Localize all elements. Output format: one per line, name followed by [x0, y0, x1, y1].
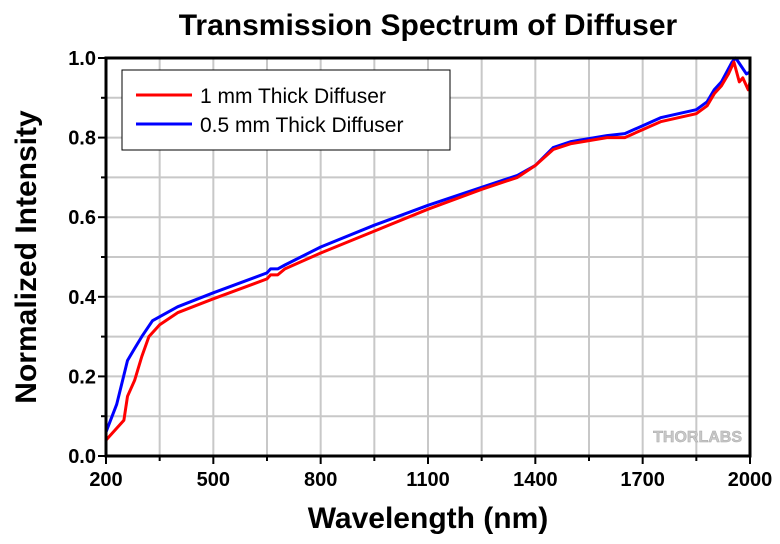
y-tick-label: 0.2: [68, 366, 96, 388]
series-line-0: [104, 60, 752, 442]
x-tick-label: 2000: [728, 469, 773, 491]
legend: 1 mm Thick Diffuser 0.5 mm Thick Diffuse…: [121, 69, 451, 151]
x-axis-label: Wavelength (nm): [308, 502, 549, 535]
y-tick-label: 0.0: [68, 446, 96, 468]
legend-label-1mm: 1 mm Thick Diffuser: [200, 85, 386, 108]
y-tick-label: 1.0: [68, 48, 96, 70]
chart-title: Transmission Spectrum of Diffuser: [179, 9, 678, 42]
x-tick-label: 1700: [620, 469, 665, 491]
thorlabs-watermark: THORLABS: [653, 429, 742, 446]
x-tick-label: 500: [197, 469, 230, 491]
y-tick-label: 0.8: [68, 128, 96, 150]
y-tick-label: 0.4: [68, 287, 97, 309]
x-tick-label: 1100: [406, 469, 449, 491]
axis-ticks: 200 500 800 1100 1400 1700 2000 0.0 0.2 0.4 0.6 0.8…: [68, 48, 772, 491]
x-tick-label: 1400: [513, 469, 558, 491]
y-tick-label: 0.6: [68, 207, 96, 229]
series-lines: [104, 56, 752, 442]
legend-box: [121, 69, 451, 151]
y-axis-label: Normalized Intensity: [10, 110, 43, 404]
legend-label-0-5mm: 0.5 mm Thick Diffuser: [200, 114, 403, 137]
x-tick-label: 200: [89, 469, 122, 491]
x-tick-label: 800: [304, 469, 337, 491]
